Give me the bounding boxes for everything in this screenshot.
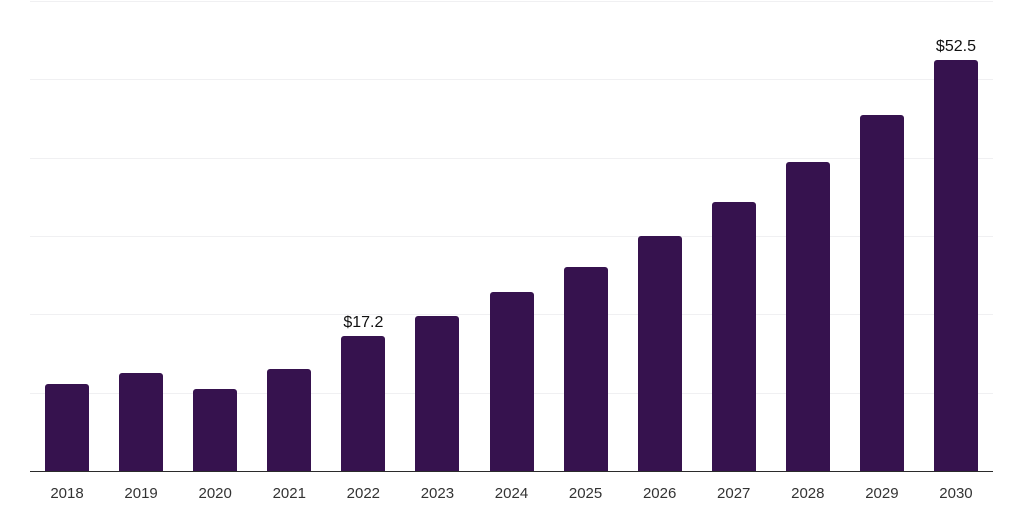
- gridline: [30, 236, 993, 237]
- bar-2026[interactable]: [637, 236, 682, 471]
- x-tick-label-2024: 2024: [494, 485, 529, 502]
- bar-2020[interactable]: [193, 388, 238, 471]
- x-tick-label-2023: 2023: [420, 485, 455, 502]
- x-tick-label-2029: 2029: [865, 485, 899, 502]
- bar-2027[interactable]: [711, 202, 756, 471]
- x-tick-label-2026: 2026: [642, 485, 677, 502]
- bar-value-label-2022: $17.2: [343, 314, 384, 332]
- bar-2021[interactable]: [267, 369, 312, 471]
- x-tick-label-2027: 2027: [717, 485, 751, 502]
- bar-2018[interactable]: [45, 384, 90, 471]
- bar-2023[interactable]: [415, 315, 460, 471]
- x-tick-label-2019: 2019: [124, 485, 158, 502]
- bar-value-label-2030: $52.5: [935, 37, 976, 55]
- x-tick-label-2030: 2030: [939, 485, 973, 502]
- bar-2022[interactable]: [341, 336, 386, 471]
- x-tick-label-2025: 2025: [568, 485, 603, 502]
- x-tick-label-2020: 2020: [198, 485, 232, 502]
- x-tick-label-2028: 2028: [791, 485, 825, 502]
- bar-2030[interactable]: [933, 59, 978, 471]
- bar-2025[interactable]: [563, 266, 608, 471]
- bar-2029[interactable]: [859, 114, 904, 471]
- plot-area: $17.2 $52.5: [30, 1, 993, 471]
- bar-2024[interactable]: [489, 292, 534, 471]
- bar-2028[interactable]: [785, 161, 830, 471]
- bar-2019[interactable]: [119, 373, 164, 471]
- x-axis-labels: 2018 2019 2020 2021 2022 2023 2024 2025 2026 2027…: [30, 484, 993, 504]
- x-tick-label-2021: 2021: [272, 485, 306, 502]
- x-axis-line: [30, 470, 993, 472]
- x-tick-label-2018: 2018: [50, 485, 84, 502]
- gridline: [30, 157, 993, 159]
- x-tick-label-2022: 2022: [346, 485, 381, 502]
- gridline: [30, 1, 993, 2]
- gridline: [30, 79, 993, 81]
